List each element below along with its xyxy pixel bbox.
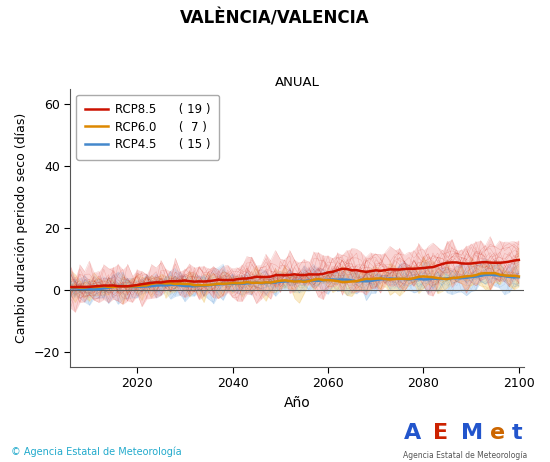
- Text: Agencia Estatal de Meteorología: Agencia Estatal de Meteorología: [404, 451, 527, 460]
- X-axis label: Año: Año: [284, 396, 310, 410]
- Y-axis label: Cambio duración periodo seco (días): Cambio duración periodo seco (días): [15, 113, 28, 343]
- Text: t: t: [512, 423, 522, 443]
- Text: M: M: [461, 423, 483, 443]
- Text: VALÈNCIA/VALENCIA: VALÈNCIA/VALENCIA: [180, 9, 370, 27]
- Text: E: E: [433, 423, 448, 443]
- Text: © Agencia Estatal de Meteorología: © Agencia Estatal de Meteorología: [11, 447, 182, 457]
- Text: A: A: [404, 423, 421, 443]
- Legend: RCP8.5      ( 19 ), RCP6.0      (  7 ), RCP4.5      ( 15 ): RCP8.5 ( 19 ), RCP6.0 ( 7 ), RCP4.5 ( 15…: [76, 95, 219, 159]
- Title: ANUAL: ANUAL: [274, 76, 320, 89]
- Text: e: e: [490, 423, 505, 443]
